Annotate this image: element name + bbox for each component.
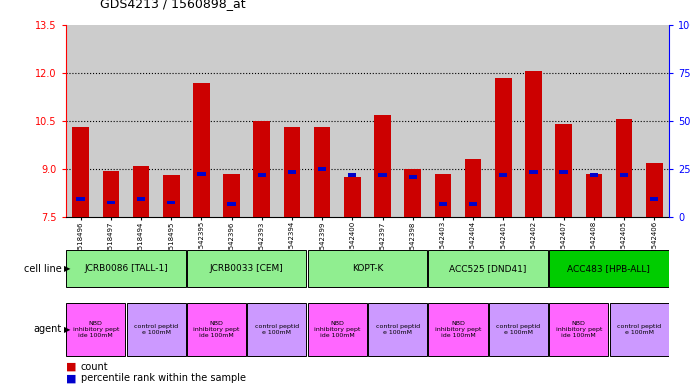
Text: ▶: ▶ [63,325,70,334]
Bar [586,174,602,217]
Bar [525,71,542,217]
Bar [560,170,568,174]
Text: NBD
inhibitory pept
ide 100mM: NBD inhibitory pept ide 100mM [435,321,481,338]
Bar [66,303,126,356]
Bar [224,174,240,217]
Text: JCRB0033 [CEM]: JCRB0033 [CEM] [210,264,284,273]
Bar [469,202,477,206]
Text: ACC483 [HPB-ALL]: ACC483 [HPB-ALL] [567,264,651,273]
Bar [308,250,427,287]
Bar [428,303,488,356]
Bar [308,303,367,356]
Bar [187,250,306,287]
Bar [163,175,179,217]
Bar [368,303,427,356]
Bar [435,174,451,217]
Bar [615,119,632,217]
Bar [378,174,386,177]
Bar [590,174,598,177]
Bar [465,159,482,217]
Bar [404,169,421,217]
Bar [620,174,628,177]
Bar [132,166,149,217]
Bar [228,202,236,206]
Text: NBD
inhibitory pept
ide 100mM: NBD inhibitory pept ide 100mM [72,321,119,338]
Bar [344,177,361,217]
Bar [187,303,246,356]
Text: ▶: ▶ [63,264,70,273]
Bar [197,172,206,176]
Bar [126,303,186,356]
Text: control peptid
e 100mM: control peptid e 100mM [134,324,178,335]
Text: control peptid
e 100mM: control peptid e 100mM [375,324,420,335]
Bar [549,250,669,287]
Bar [284,127,300,217]
Bar [314,127,331,217]
Text: KOPT-K: KOPT-K [352,264,383,273]
Bar [318,167,326,171]
Bar [103,170,119,217]
Text: percentile rank within the sample: percentile rank within the sample [81,373,246,383]
Bar [167,201,175,205]
Bar [137,197,145,201]
Bar [549,303,609,356]
Bar [253,121,270,217]
Bar [499,174,507,177]
Bar [529,170,538,174]
Bar [107,201,115,205]
Bar [439,202,447,206]
Bar [247,303,306,356]
Text: cell line: cell line [24,264,62,274]
Text: NBD
inhibitory pept
ide 100mM: NBD inhibitory pept ide 100mM [555,321,602,338]
Bar [609,303,669,356]
Text: ACC525 [DND41]: ACC525 [DND41] [449,264,527,273]
Bar [646,162,662,217]
Text: GDS4213 / 1560898_at: GDS4213 / 1560898_at [100,0,246,10]
Bar [77,197,85,201]
Bar [288,170,296,174]
Bar [374,114,391,217]
Bar [555,124,572,217]
Text: NBD
inhibitory pept
ide 100mM: NBD inhibitory pept ide 100mM [193,321,239,338]
Text: JCRB0086 [TALL-1]: JCRB0086 [TALL-1] [84,264,168,273]
Bar [650,197,658,201]
Text: control peptid
e 100mM: control peptid e 100mM [496,324,540,335]
Bar [72,127,89,217]
Bar [489,303,548,356]
Text: control peptid
e 100mM: control peptid e 100mM [255,324,299,335]
Bar [408,175,417,179]
Bar [495,78,511,217]
Bar [193,83,210,217]
Bar [428,250,548,287]
Bar [348,174,357,177]
Text: NBD
inhibitory pept
ide 100mM: NBD inhibitory pept ide 100mM [314,321,360,338]
Bar [257,174,266,177]
Text: count: count [81,362,108,372]
Text: control peptid
e 100mM: control peptid e 100mM [617,324,661,335]
Text: agent: agent [34,324,62,334]
Text: ■: ■ [66,373,76,383]
Text: ■: ■ [66,362,76,372]
Bar [66,250,186,287]
